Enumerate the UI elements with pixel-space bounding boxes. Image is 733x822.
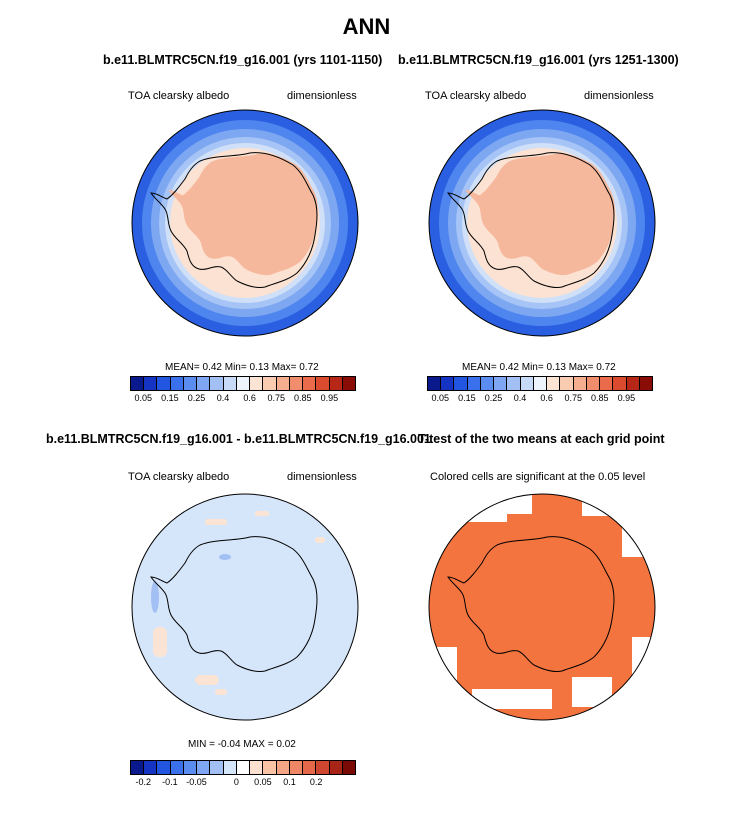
colorbar-swatch (131, 761, 145, 774)
panel3-colorbar-ticks: -0.2 -0.1 -0.05 0 0.05 0.1 0.2 (130, 777, 356, 789)
colorbar-swatch (170, 377, 184, 390)
colorbar-swatch (494, 377, 508, 390)
colorbar-swatch (236, 377, 251, 390)
colorbar-swatch (507, 377, 521, 390)
colorbar-swatch (236, 761, 251, 774)
colorbar-tick-label: -0.05 (186, 777, 207, 787)
colorbar-swatch (263, 377, 277, 390)
panel2-colorbar (427, 376, 653, 391)
colorbar-swatch (210, 761, 224, 774)
colorbar-tick-label: -0.1 (162, 777, 178, 787)
colorbar-swatch (144, 761, 158, 774)
colorbar-tick-label: 0.85 (591, 393, 609, 403)
panel2-title: b.e11.BLMTRC5CN.f19_g16.001 (yrs 1251-13… (398, 53, 679, 67)
colorbar-swatch (250, 377, 264, 390)
colorbar-swatch (639, 377, 652, 390)
colorbar-swatch (520, 377, 534, 390)
colorbar-swatch (342, 377, 355, 390)
colorbar-tick-label: 0.05 (431, 393, 450, 403)
panel1-units-label: dimensionless (287, 90, 357, 102)
panel3-units-label: dimensionless (287, 471, 357, 483)
colorbar-swatch (157, 377, 171, 390)
panel2-stats: MEAN= 0.42 Min= 0.13 Max= 0.72 (462, 362, 616, 373)
colorbar-swatch (480, 377, 495, 390)
colorbar-swatch (533, 377, 548, 390)
panel4-subtitle: Colored cells are significant at the 0.0… (430, 471, 646, 483)
colorbar-swatch (586, 377, 601, 390)
panel2-variable-label: TOA clearsky albedo (425, 90, 527, 102)
panel4-title: T-test of the two means at each grid poi… (418, 432, 665, 446)
colorbar-swatch (613, 377, 627, 390)
colorbar-swatch (467, 377, 481, 390)
colorbar-tick-label: 0.15 (458, 393, 476, 403)
colorbar-tick-label: 0.1 (283, 777, 296, 787)
colorbar-swatch (428, 377, 442, 390)
colorbar-swatch (342, 761, 355, 774)
colorbar-swatch (276, 377, 290, 390)
colorbar-swatch (573, 377, 587, 390)
main-title: ANN (342, 14, 391, 39)
panel3-title: b.e11.BLMTRC5CN.f19_g16.001 - b.e11.BLMT… (46, 432, 431, 446)
colorbar-tick-label: 0.75 (267, 393, 285, 403)
panel2-map (428, 109, 656, 337)
colorbar-swatch (441, 377, 455, 390)
colorbar-swatch (316, 377, 330, 390)
colorbar-tick-label: 0.25 (187, 393, 206, 403)
panel3-stats: MIN = -0.04 MAX = 0.02 (188, 739, 296, 750)
colorbar-tick-label: 0.15 (161, 393, 179, 403)
panel4-map (428, 493, 656, 721)
colorbar-tick-label: 0.85 (294, 393, 312, 403)
colorbar-swatch (289, 377, 304, 390)
colorbar-tick-label: 0.05 (134, 393, 153, 403)
colorbar-swatch (170, 761, 184, 774)
panel3-map (131, 493, 359, 721)
panel1-variable-label: TOA clearsky albedo (128, 90, 230, 102)
colorbar-tick-label: 0.05 (254, 777, 272, 787)
colorbar-tick-label: 0.6 (243, 393, 256, 403)
colorbar-tick-label: -0.2 (135, 777, 152, 787)
colorbar-swatch (144, 377, 158, 390)
colorbar-tick-label: 0.75 (564, 393, 582, 403)
colorbar-swatch (454, 377, 468, 390)
colorbar-swatch (560, 377, 574, 390)
colorbar-swatch (183, 377, 198, 390)
panel1-stats: MEAN= 0.42 Min= 0.13 Max= 0.72 (165, 362, 319, 373)
colorbar-swatch (131, 377, 145, 390)
colorbar-tick-label: 0.2 (309, 777, 323, 787)
panel3-variable-label: TOA clearsky albedo (128, 471, 230, 483)
colorbar-swatch (303, 761, 317, 774)
colorbar-tick-label: 0.95 (320, 393, 339, 403)
panel1-colorbar (130, 376, 356, 391)
panel2-units-label: dimensionless (584, 90, 654, 102)
colorbar-tick-label: 0.95 (617, 393, 636, 403)
colorbar-swatch (316, 761, 330, 774)
colorbar-swatch (547, 377, 561, 390)
colorbar-swatch (276, 761, 290, 774)
panel1-title: b.e11.BLMTRC5CN.f19_g16.001 (yrs 1101-11… (103, 53, 383, 67)
colorbar-tick-label: 0 (233, 777, 239, 787)
colorbar-swatch (303, 377, 317, 390)
colorbar-swatch (263, 761, 277, 774)
colorbar-swatch (197, 761, 211, 774)
colorbar-swatch (600, 377, 614, 390)
colorbar-swatch (223, 377, 237, 390)
colorbar-swatch (197, 377, 211, 390)
colorbar-swatch (289, 761, 304, 774)
colorbar-swatch (157, 761, 171, 774)
colorbar-swatch (329, 761, 343, 774)
colorbar-swatch (223, 761, 237, 774)
colorbar-tick-label: 0.25 (484, 393, 503, 403)
panel1-map (131, 109, 359, 337)
colorbar-swatch (250, 761, 264, 774)
panel2-colorbar-ticks: 0.05 0.15 0.25 0.4 0.6 0.75 0.85 0.95 (427, 393, 653, 405)
colorbar-swatch (210, 377, 224, 390)
colorbar-tick-label: 0.4 (216, 393, 230, 403)
panel3-colorbar (130, 760, 356, 775)
colorbar-tick-label: 0.6 (540, 393, 553, 403)
colorbar-tick-label: 0.4 (513, 393, 527, 403)
panel1-colorbar-ticks: 0.05 0.15 0.25 0.4 0.6 0.75 0.85 0.95 (130, 393, 356, 405)
colorbar-swatch (183, 761, 198, 774)
colorbar-swatch (329, 377, 343, 390)
colorbar-swatch (626, 377, 640, 390)
